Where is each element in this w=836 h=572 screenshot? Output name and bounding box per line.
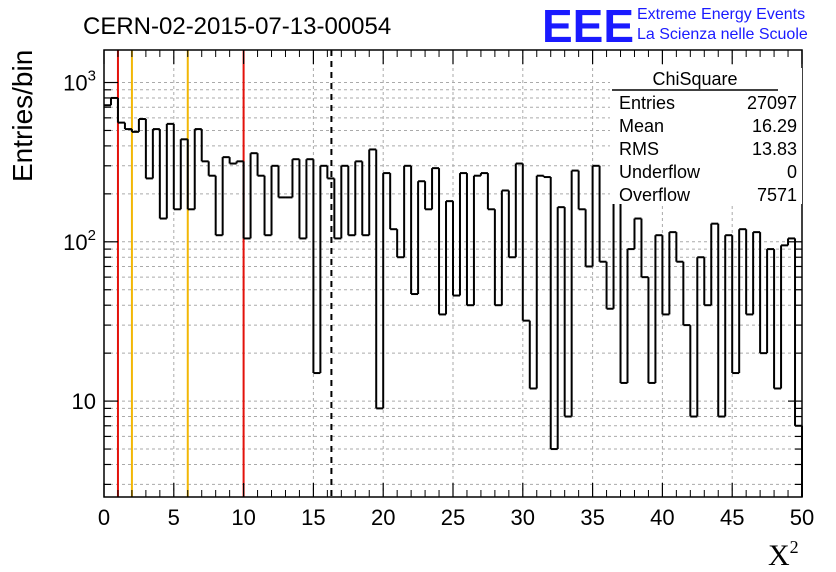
x-tick-label: 25 bbox=[441, 505, 465, 530]
eee-logo: EEE Extreme Energy Events La Scienza nel… bbox=[542, 0, 808, 52]
x-tick-label: 0 bbox=[98, 505, 110, 530]
eee-logo-line1: Extreme Energy Events bbox=[637, 6, 805, 23]
stats-row-label: RMS bbox=[619, 139, 659, 159]
stats-row-value: 0 bbox=[787, 162, 797, 182]
stats-row-value: 7571 bbox=[757, 185, 797, 205]
x-tick-label: 40 bbox=[650, 505, 674, 530]
y-axis-title: Entries/bin bbox=[7, 50, 38, 182]
chart-title: CERN-02-2015-07-13-00054 bbox=[83, 13, 391, 40]
stats-row-label: Entries bbox=[619, 93, 675, 113]
stats-row-label: Underflow bbox=[619, 162, 701, 182]
stats-row-value: 13.83 bbox=[752, 139, 797, 159]
x-tick-label: 5 bbox=[168, 505, 180, 530]
x-axis-title-base: X bbox=[768, 539, 790, 572]
stats-title: ChiSquare bbox=[652, 69, 737, 89]
reference-lines bbox=[116, 50, 333, 497]
y-tick-label-exponent: 2 bbox=[88, 227, 96, 244]
x-tick-label: 50 bbox=[790, 505, 814, 530]
x-tick-label: 35 bbox=[580, 505, 604, 530]
stats-rows: Entries 27097 Mean 16.29 RMS 13.83 Underflow 0 O… bbox=[619, 93, 797, 205]
x-tick-label: 20 bbox=[371, 505, 395, 530]
stats-row-label: Mean bbox=[619, 116, 664, 136]
y-tick-label: 10 bbox=[72, 389, 96, 414]
x-axis-title: X2 bbox=[768, 537, 799, 572]
eee-logo-line2: La Scienza nelle Scuole bbox=[637, 26, 808, 43]
histogram-series bbox=[104, 96, 803, 497]
y-tick-label: 102 bbox=[63, 227, 96, 255]
y-tick-label-base: 10 bbox=[63, 230, 87, 255]
y-tick-label: 103 bbox=[63, 68, 96, 96]
y-tick-label-base: 10 bbox=[63, 71, 87, 96]
x-tick-labels: 0 5 10 15 20 25 30 35 40 45 50 bbox=[98, 505, 814, 530]
y-tick-label-base: 10 bbox=[72, 389, 96, 414]
y-tick-label-exponent: 3 bbox=[88, 68, 96, 85]
x-tick-label: 45 bbox=[720, 505, 744, 530]
x-tick-label: 10 bbox=[231, 505, 255, 530]
x-tick-label: 30 bbox=[511, 505, 535, 530]
stats-row-value: 27097 bbox=[747, 93, 797, 113]
x-axis-title-exponent: 2 bbox=[790, 537, 799, 557]
axis-ticks bbox=[103, 50, 803, 497]
stats-row-label: Overflow bbox=[619, 185, 691, 205]
stats-box: ChiSquare Entries 27097 Mean 16.29 RMS 13.83 U… bbox=[610, 68, 802, 205]
eee-logo-letters: EEE bbox=[542, 0, 634, 52]
stats-row-value: 16.29 bbox=[752, 116, 797, 136]
x-tick-label: 15 bbox=[301, 505, 325, 530]
